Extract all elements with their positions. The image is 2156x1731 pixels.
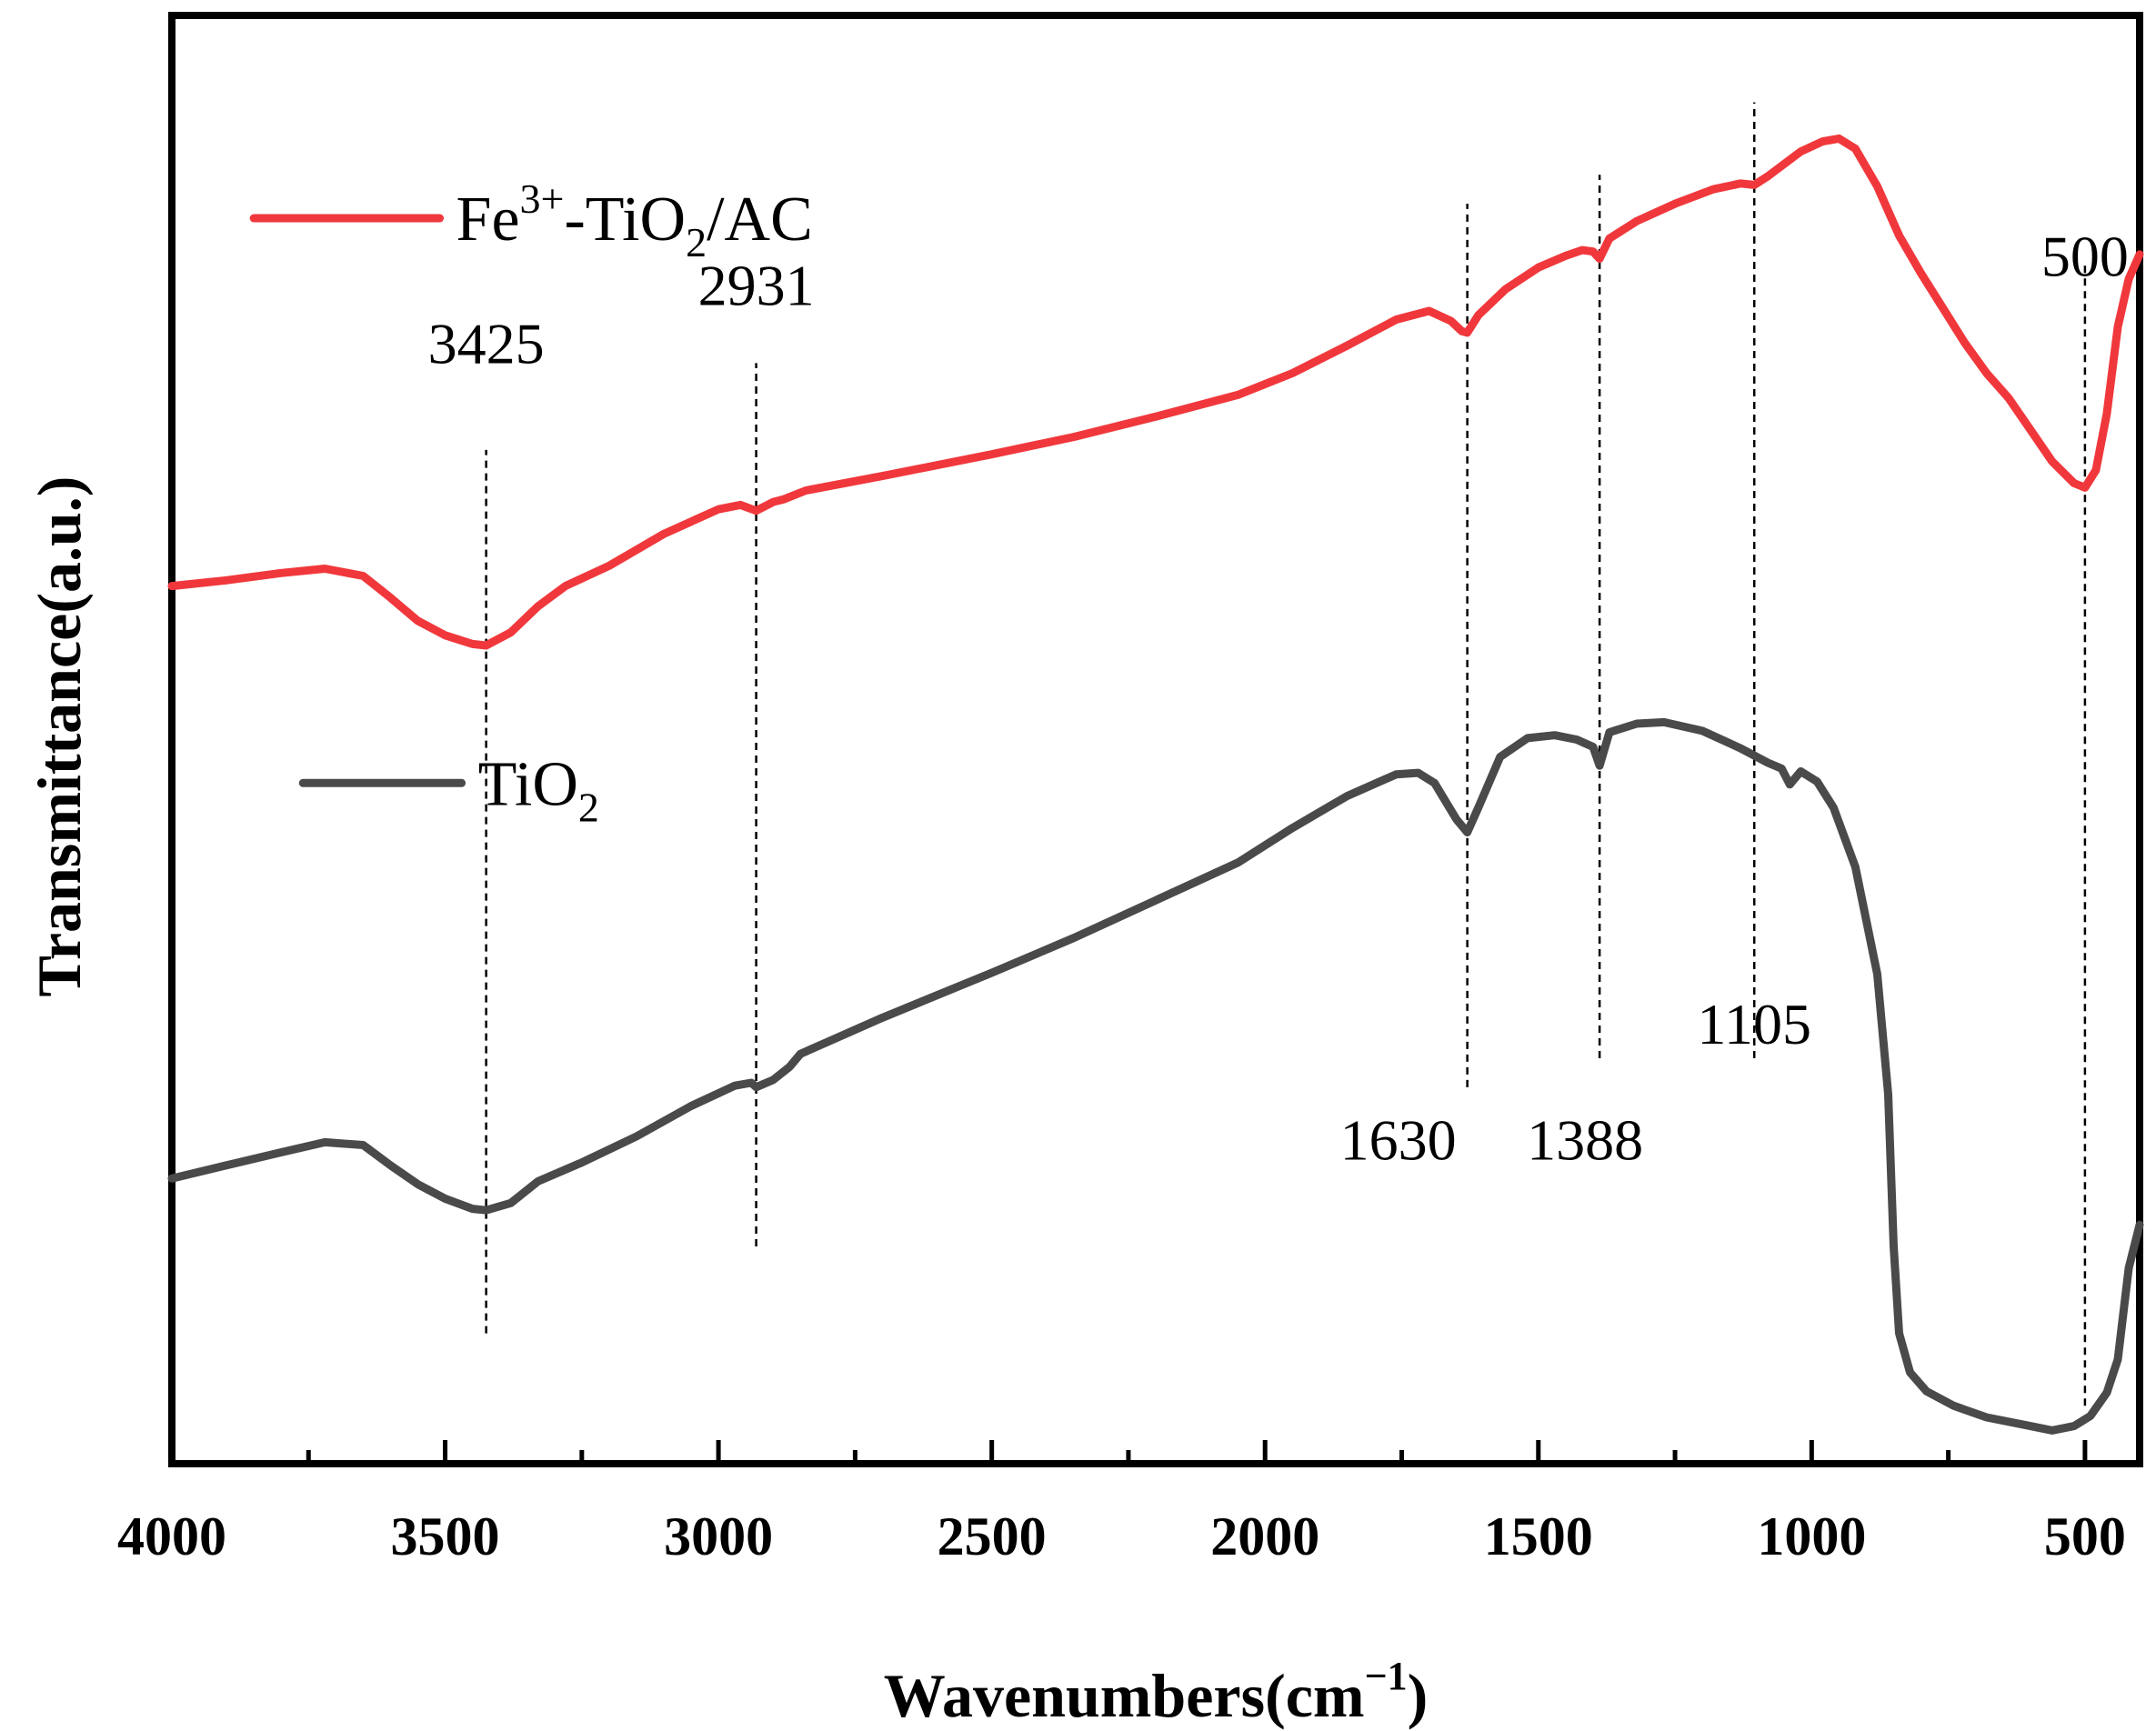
- peak-label-1105: 1105: [1697, 992, 1811, 1056]
- legend-label-0-part-3: 2: [686, 219, 707, 265]
- series-lines: [167, 134, 2144, 1435]
- peak-label-1388: 1388: [1527, 1107, 1643, 1172]
- plot-frame-group: [168, 12, 2143, 1467]
- x-tick-label-2500: 2500: [938, 1506, 1047, 1566]
- legend-label-1-part-0: TiO: [478, 749, 578, 819]
- y-axis-title: Transmittance(a.u.): [25, 476, 94, 997]
- peak-label-3425: 3425: [428, 311, 545, 375]
- peak-markers: 3425 2931 1630 1388 1105 500: [428, 102, 2129, 1406]
- plot-frame: [168, 12, 2143, 1467]
- x-axis-title-end: ): [1408, 1661, 1429, 1730]
- x-tick-label-2000: 2000: [1210, 1506, 1319, 1566]
- x-tick-label-1500: 1500: [1484, 1506, 1593, 1566]
- legend-label-0: Fe3+-TiO2/AC: [456, 175, 813, 265]
- x-axis-ticks: 4000 3500 3000 2500 2000 1500 1000 500: [117, 1440, 2126, 1566]
- legend-label-0-part-2: -TiO: [564, 185, 686, 255]
- legend-label-1-part-3: 2: [578, 784, 599, 830]
- peak-label-2931: 2931: [698, 254, 815, 318]
- x-tick-label-3500: 3500: [391, 1506, 500, 1566]
- legend-label-1: TiO2: [478, 749, 599, 830]
- x-tick-label-3000: 3000: [664, 1506, 773, 1566]
- legend-label-0-part-4: /AC: [707, 185, 813, 255]
- series-line-1: [167, 717, 2144, 1435]
- legend-label-0-part-0: Fe: [456, 185, 520, 255]
- x-tick-label-1000: 1000: [1757, 1506, 1866, 1566]
- series-line-0: [167, 134, 2144, 650]
- x-axis-title: Wavenumbers(cm−1): [884, 1654, 1429, 1730]
- legend-label-0-part-1: 3+: [520, 175, 565, 222]
- x-axis-title-superscript: −1: [1365, 1654, 1408, 1698]
- x-tick-label-4000: 4000: [117, 1506, 226, 1566]
- peak-label-500: 500: [2041, 225, 2129, 289]
- x-axis-title-main: Wavenumbers(cm: [884, 1661, 1365, 1730]
- x-tick-label-500: 500: [2044, 1506, 2126, 1566]
- peak-label-1630: 1630: [1340, 1107, 1457, 1172]
